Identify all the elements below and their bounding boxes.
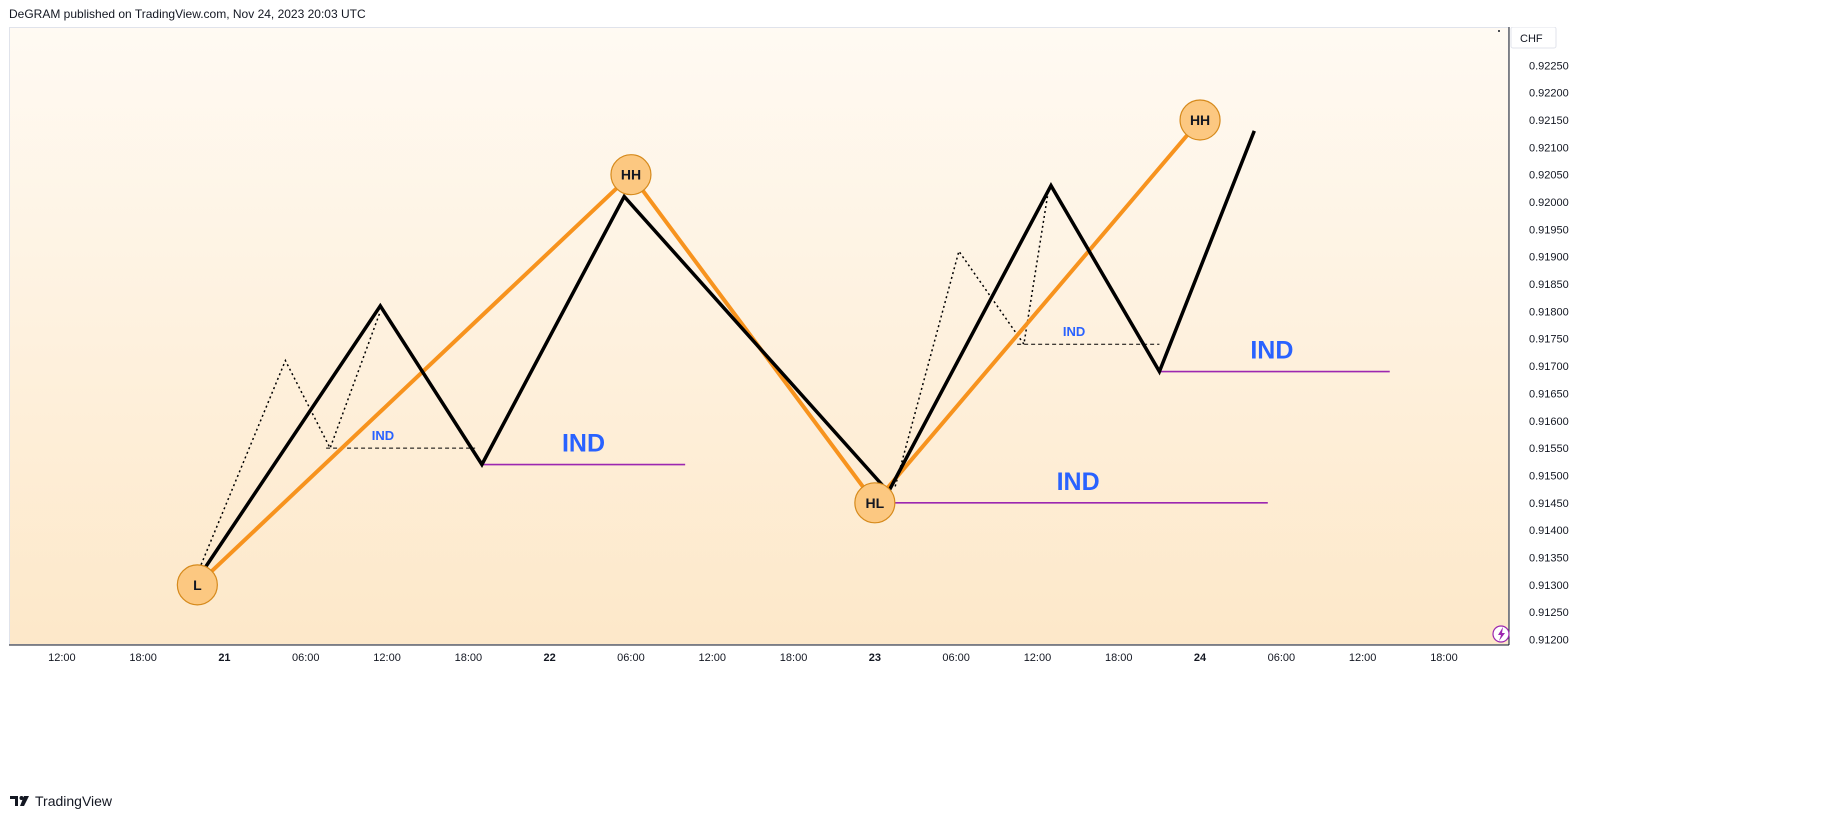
y-tick-label: 0.91550 (1529, 443, 1569, 455)
y-tick-label: 0.91850 (1529, 279, 1569, 291)
y-tick-label: 0.92150 (1529, 115, 1569, 127)
corner-dot (1498, 30, 1500, 32)
y-tick-label: 0.91750 (1529, 334, 1569, 346)
x-tick-label: 12:00 (1349, 652, 1377, 664)
y-tick-label: 0.91700 (1529, 361, 1569, 373)
black-wave-line[interactable] (195, 130, 1256, 581)
pivot-marker-3[interactable] (1179, 99, 1221, 141)
x-tick-label: 12:00 (1024, 652, 1052, 664)
currency-label[interactable]: CHF (1520, 33, 1543, 45)
currency-badge-box (1510, 27, 1557, 49)
y-tick-label: 0.91600 (1529, 416, 1569, 428)
x-tick-label: 22 (544, 652, 556, 664)
y-tick-label: 0.91250 (1529, 607, 1569, 619)
x-tick-label: 06:00 (617, 652, 645, 664)
y-tick-label: 0.91800 (1529, 306, 1569, 318)
x-tick-label: 18:00 (1430, 652, 1458, 664)
x-tick-label: 12:00 (698, 652, 726, 664)
chart-frame[interactable]: IND IND IND IND IND L HH HL HH 0.92250 0.92200 0.… (9, 27, 1835, 784)
plot-background (9, 27, 1509, 645)
y-tick-label: 0.91300 (1529, 580, 1569, 592)
y-tick-label: 0.91450 (1529, 498, 1569, 510)
pivot-marker-1[interactable] (610, 154, 652, 196)
y-tick-label: 0.92000 (1529, 197, 1569, 209)
pivot-marker-0[interactable] (176, 564, 218, 606)
y-tick-label: 0.92200 (1529, 88, 1569, 100)
x-tick-label: 06:00 (1268, 652, 1296, 664)
y-tick-label: 0.91900 (1529, 252, 1569, 264)
y-tick-label: 0.91350 (1529, 552, 1569, 564)
y-tick-label: 0.92250 (1529, 60, 1569, 72)
y-tick-label: 0.91650 (1529, 388, 1569, 400)
y-tick-label: 0.91950 (1529, 224, 1569, 236)
x-tick-label: 12:00 (373, 652, 401, 664)
x-tick-label: 18:00 (1105, 652, 1133, 664)
y-tick-label: 0.91200 (1529, 635, 1569, 647)
x-tick-label: 24 (1194, 652, 1207, 664)
lightning-bolt-glyph (1498, 627, 1505, 641)
ind-level-label-1[interactable]: IND (1057, 468, 1100, 496)
tradingview-logo-icon (10, 796, 29, 806)
y-tick-label: 0.92050 (1529, 170, 1569, 182)
pivot-label-1: HH (621, 167, 641, 183)
dotted-wave-0[interactable] (196, 311, 382, 575)
ind-level-label-0[interactable]: IND (562, 430, 605, 458)
footer-brand[interactable]: TradingView (35, 793, 113, 809)
y-tick-label: 0.91400 (1529, 525, 1569, 537)
pivot-label-2: HL (866, 495, 885, 511)
x-tick-label: 06:00 (292, 652, 320, 664)
x-tick-label: 12:00 (48, 652, 76, 664)
dashed-level-label-1[interactable]: IND (1063, 324, 1085, 339)
ind-level-label-2[interactable]: IND (1250, 337, 1293, 365)
dashed-level-label-0[interactable]: IND (372, 428, 394, 443)
x-tick-label: 06:00 (942, 652, 970, 664)
pivot-label-0: L (193, 577, 202, 593)
x-tick-label: 18:00 (780, 652, 808, 664)
pivot-marker-2[interactable] (854, 482, 896, 524)
pivot-label-3: HH (1190, 112, 1210, 128)
y-tick-label: 0.91500 (1529, 470, 1569, 482)
x-tick-label: 18:00 (455, 652, 483, 664)
footer[interactable]: TradingView (9, 791, 112, 811)
y-tick-label: 0.92100 (1529, 142, 1569, 154)
price-chart[interactable]: IND IND IND IND IND L HH HL HH 0.92250 0.92200 0.… (9, 27, 1835, 784)
x-tick-label: 23 (869, 652, 881, 664)
x-tick-label: 21 (218, 652, 230, 664)
published-caption: DeGRAM published on TradingView.com, Nov… (9, 7, 366, 21)
x-tick-label: 18:00 (129, 652, 157, 664)
